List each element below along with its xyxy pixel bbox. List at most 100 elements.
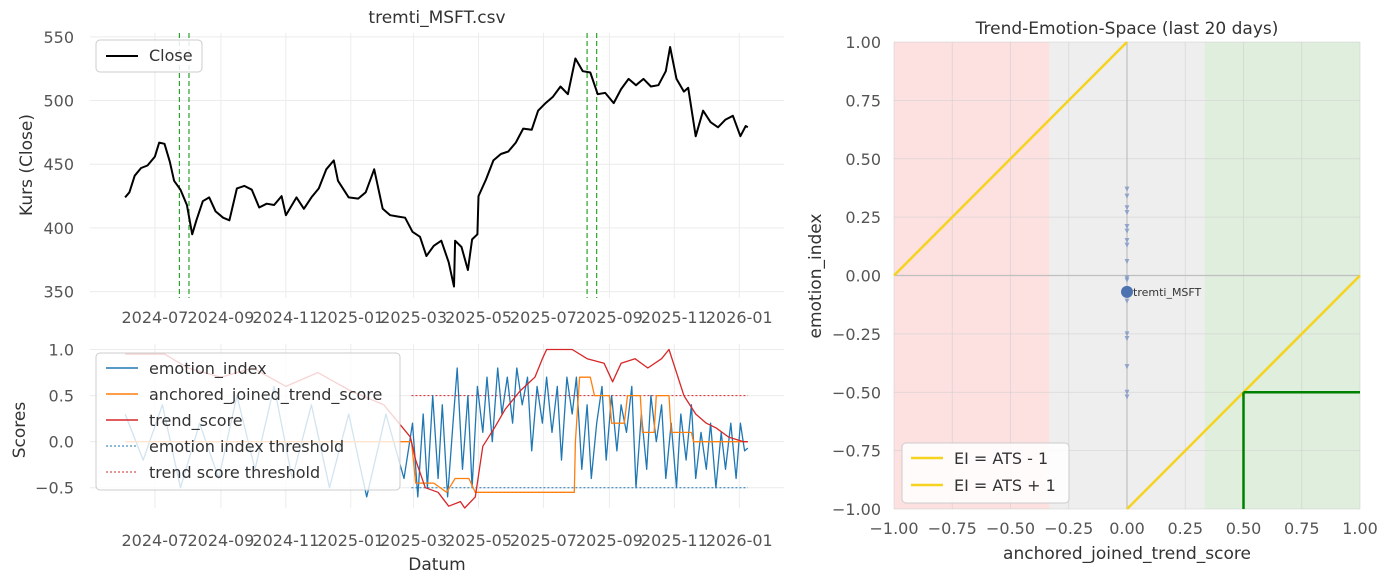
trail-marker bbox=[1124, 389, 1130, 395]
trail-marker bbox=[1124, 223, 1130, 229]
space-x-tick-label: 0.75 bbox=[1284, 519, 1320, 538]
trail-markers bbox=[1124, 186, 1130, 400]
price-x-tick-label: 2025-07 bbox=[510, 308, 577, 327]
current-point-marker bbox=[1121, 285, 1133, 298]
scores-x-tick-label: 2024-07 bbox=[121, 531, 188, 550]
space-x-tick-label: −0.25 bbox=[1044, 519, 1093, 538]
space-y-tick-label: −0.75 bbox=[832, 442, 881, 461]
space-y-tick-label: −1.00 bbox=[832, 500, 881, 519]
price-grid bbox=[90, 33, 784, 298]
trail-marker bbox=[1124, 298, 1130, 304]
scores-chart: 2024-07 2024-092024-112025-012025-032025-… bbox=[10, 341, 784, 575]
price-x-tick-label: 2025-01 bbox=[317, 308, 384, 327]
space-x-tick-label: −0.50 bbox=[986, 519, 1035, 538]
anchored-joined-trend-score-line bbox=[125, 376, 748, 493]
space-legend: EI = ATS - 1 EI = ATS + 1 bbox=[901, 442, 1070, 504]
space-y-ticks: −1.00 −0.75 −0.50 −0.25 0.00 0.25 0.50 0.75 1.00 bbox=[832, 33, 881, 519]
scores-x-tick-label: 2025-11 bbox=[641, 531, 708, 550]
price-chart: 2024-07 2024-092024-112025-012025-032025-… bbox=[17, 8, 784, 327]
legend-label-anchored-trend: anchored_joined_trend_score bbox=[149, 385, 382, 405]
price-y-tick-label: 350 bbox=[43, 283, 74, 302]
space-y-tick-label: 0.25 bbox=[845, 208, 881, 227]
trail-marker bbox=[1124, 336, 1130, 342]
scores-x-ticks: 2024-07 2024-092024-112025-012025-032025-… bbox=[121, 531, 772, 550]
space-y-tick-label: 0.00 bbox=[845, 267, 881, 286]
trail-marker bbox=[1124, 331, 1130, 337]
legend-label-ei-minus: EI = ATS - 1 bbox=[954, 449, 1048, 468]
space-y-tick-label: 1.00 bbox=[845, 33, 881, 52]
space-x-tick-label: 0.00 bbox=[1109, 519, 1145, 538]
price-x-tick-label: 2025-03 bbox=[380, 308, 447, 327]
space-y-axis-label: emotion_index bbox=[806, 214, 826, 339]
price-x-tick-label: 2024-09 bbox=[187, 308, 254, 327]
price-x-tick-label: 2025-05 bbox=[445, 308, 512, 327]
price-y-axis-label: Kurs (Close) bbox=[17, 114, 37, 216]
signal-markers bbox=[178, 33, 598, 298]
scores-y-tick-label: 1.0 bbox=[49, 341, 74, 360]
trail-marker bbox=[1124, 193, 1130, 199]
trail-marker bbox=[1124, 205, 1130, 211]
trail-marker bbox=[1124, 242, 1130, 248]
scores-x-tick-label: 2026-01 bbox=[706, 531, 773, 550]
trail-marker bbox=[1124, 228, 1130, 234]
legend-label-ei-plus: EI = ATS + 1 bbox=[954, 476, 1056, 495]
space-x-ticks: −1.00 −0.75 −0.50 −0.25 0.00 0.25 0.50 0.75 1.00 bbox=[869, 519, 1377, 538]
scores-x-tick-label: 2025-09 bbox=[576, 531, 643, 550]
scores-x-tick-label: 2024-11 bbox=[252, 531, 319, 550]
scores-y-tick-label: −0.5 bbox=[35, 479, 74, 498]
space-x-tick-label: 1.00 bbox=[1342, 519, 1378, 538]
trail-marker bbox=[1124, 237, 1130, 243]
scores-y-ticks: −0.5 0.0 0.5 1.0 bbox=[35, 341, 74, 498]
price-chart-title: tremti_MSFT.csv bbox=[368, 8, 505, 28]
trail-marker bbox=[1124, 258, 1130, 264]
space-x-tick-label: −0.75 bbox=[928, 519, 977, 538]
space-x-tick-label: −1.00 bbox=[869, 519, 918, 538]
price-y-ticks: 350 400 450 500 550 bbox=[43, 28, 74, 302]
scores-x-tick-label: 2025-01 bbox=[317, 531, 384, 550]
price-y-tick-label: 400 bbox=[43, 219, 74, 238]
space-y-tick-label: −0.25 bbox=[832, 325, 881, 344]
price-x-tick-label: 2024-11 bbox=[252, 308, 319, 327]
space-y-tick-label: −0.50 bbox=[832, 383, 881, 402]
scores-y-tick-label: 0.0 bbox=[49, 433, 74, 452]
price-x-tick-label: 2025-11 bbox=[641, 308, 708, 327]
price-y-tick-label: 550 bbox=[43, 28, 74, 47]
legend-label-trend-threshold: trend score threshold bbox=[149, 463, 320, 482]
scores-y-axis-label: Scores bbox=[10, 402, 30, 459]
trail-marker bbox=[1124, 209, 1130, 215]
legend-label-emotion-threshold: emotion index threshold bbox=[149, 437, 344, 456]
scores-x-tick-label: 2024-09 bbox=[187, 531, 254, 550]
scores-x-tick-label: 2025-07 bbox=[510, 531, 577, 550]
trend-emotion-space: tremti_MSFT −1.00 −0.75 −0.50 −0.25 0.00 0.25… bbox=[806, 19, 1378, 564]
scores-legend: emotion_index anchored_joined_trend_scor… bbox=[95, 352, 401, 491]
close-line bbox=[124, 46, 749, 288]
legend-label-close: Close bbox=[149, 46, 193, 65]
space-chart-title: Trend-Emotion-Space (last 20 days) bbox=[975, 19, 1279, 39]
space-x-tick-label: 0.25 bbox=[1167, 519, 1203, 538]
price-x-ticks: 2024-07 2024-092024-112025-012025-032025-… bbox=[121, 308, 772, 327]
space-x-axis-label: anchored_joined_trend_score bbox=[1003, 544, 1251, 564]
space-x-tick-label: 0.50 bbox=[1226, 519, 1262, 538]
price-x-tick-label: 2024-07 bbox=[121, 308, 188, 327]
target-box bbox=[1242, 391, 1360, 509]
space-y-tick-label: 0.75 bbox=[845, 91, 881, 110]
current-point: tremti_MSFT bbox=[1121, 285, 1202, 299]
trail-marker bbox=[1124, 364, 1130, 370]
legend-label-trend-score: trend_score bbox=[149, 411, 243, 431]
price-y-tick-label: 450 bbox=[43, 155, 74, 174]
scores-y-tick-label: 0.5 bbox=[49, 387, 74, 406]
scores-x-tick-label: 2025-03 bbox=[380, 531, 447, 550]
price-y-tick-label: 500 bbox=[43, 92, 74, 111]
ei-ats-1-line bbox=[893, 41, 1128, 277]
trail-marker bbox=[1124, 277, 1130, 283]
trail-marker bbox=[1124, 394, 1130, 400]
scores-x-axis-label: Datum bbox=[408, 555, 466, 575]
price-x-tick-label: 2026-01 bbox=[706, 308, 773, 327]
price-x-tick-label: 2025-09 bbox=[576, 308, 643, 327]
trail-marker bbox=[1124, 186, 1130, 192]
scores-x-tick-label: 2025-05 bbox=[445, 531, 512, 550]
price-legend: Close bbox=[95, 39, 203, 73]
current-point-label: tremti_MSFT bbox=[1133, 286, 1202, 299]
space-y-tick-label: 0.50 bbox=[845, 150, 881, 169]
